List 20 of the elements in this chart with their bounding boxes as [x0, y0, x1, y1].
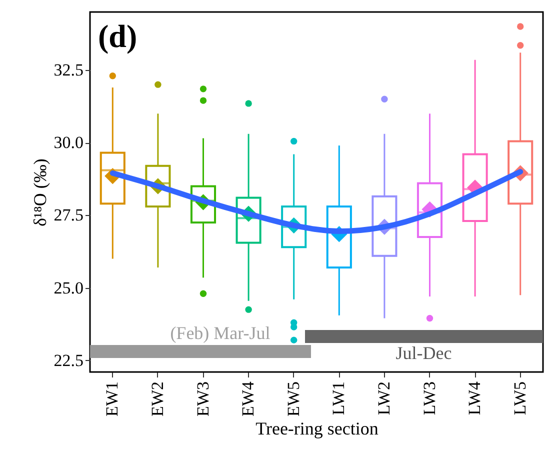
- y-axis-title: δ¹⁸O (‰): [30, 158, 50, 226]
- x-tick-label: EW4: [238, 381, 258, 416]
- y-tick-label: 27.5: [54, 206, 84, 225]
- y-tick-label: 25.0: [54, 278, 84, 298]
- y-tick-label: 32.5: [54, 60, 84, 80]
- x-tick-label: EW3: [193, 382, 212, 416]
- y-tick-label: 22.5: [54, 350, 84, 370]
- x-tick-label: LW5: [510, 382, 530, 416]
- x-tick-label: LW1: [329, 382, 348, 416]
- x-tick-label: EW5: [284, 382, 303, 416]
- x-tick-label: LW3: [420, 382, 439, 416]
- annotation: Jul-Dec: [396, 343, 452, 363]
- x-tick-label: LW2: [374, 382, 394, 416]
- x-axis-title: Tree-ring section: [256, 418, 378, 438]
- x-tick-label: EW2: [148, 382, 167, 416]
- x-tick-label: EW1: [102, 382, 122, 416]
- y-tick-label: 30.0: [54, 133, 84, 152]
- annotation: (Feb) Mar-Jul: [170, 323, 270, 343]
- annotation: (d): [98, 18, 138, 54]
- x-tick-label: LW4: [465, 381, 484, 416]
